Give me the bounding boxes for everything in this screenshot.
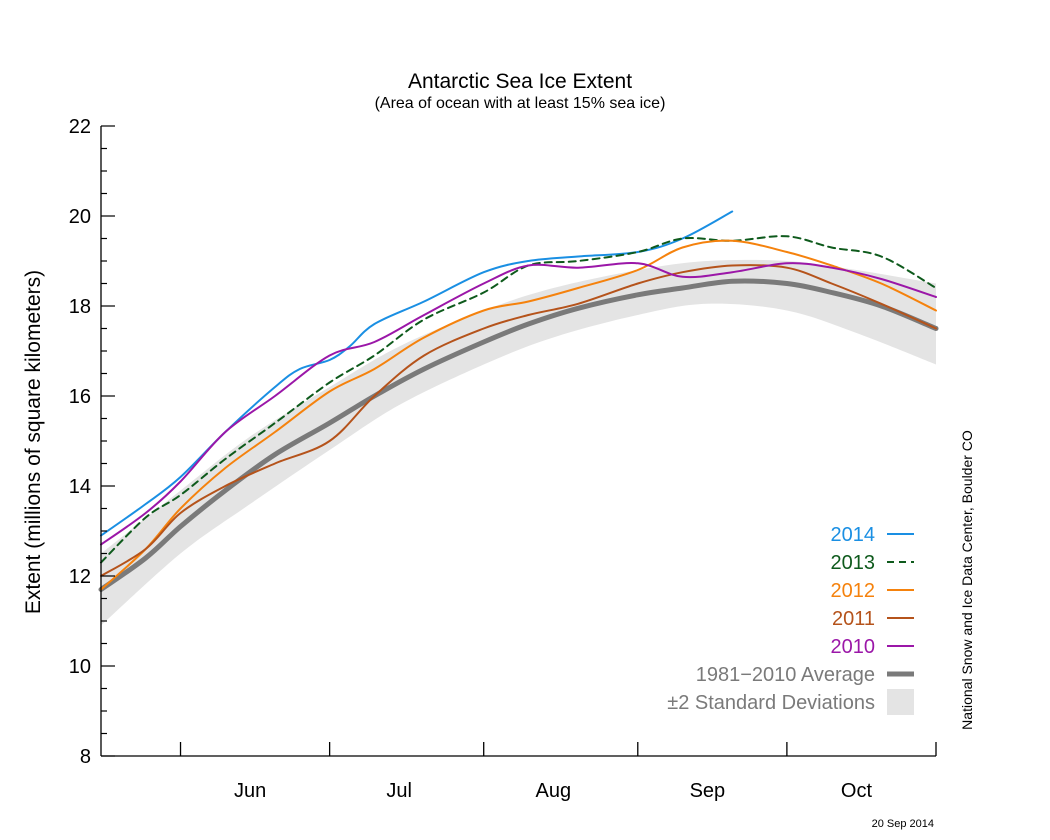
legend-label: ±2 Standard Deviations — [667, 692, 875, 714]
x-tick-label: Sep — [690, 780, 726, 802]
y-tick-label: 12 — [69, 566, 91, 588]
y-tick-label: 16 — [69, 386, 91, 408]
legend-label: 2014 — [831, 524, 876, 546]
std-dev-band — [101, 259, 936, 626]
x-tick-label: Jun — [234, 780, 266, 802]
y-tick-label: 22 — [69, 116, 91, 138]
series-line-2012 — [100, 239, 937, 591]
y-tick-label: 14 — [69, 476, 91, 498]
credit-text: National Snow and Ice Data Center, Bould… — [959, 430, 975, 730]
y-tick-label: 18 — [69, 296, 91, 318]
legend: 2014 2013 2012 2011 2010 1981−2010 Average ±2 … — [667, 524, 914, 715]
series-line-2010 — [100, 262, 937, 546]
series-line-2013 — [100, 235, 937, 564]
legend-label: 2010 — [831, 636, 876, 658]
y-tick-label: 8 — [80, 746, 91, 768]
legend-label: 2013 — [831, 552, 876, 574]
x-tick-label: Aug — [535, 780, 571, 802]
series-layer — [98, 210, 939, 592]
x-tick-label: Oct — [841, 780, 873, 802]
y-tick-label: 20 — [69, 206, 91, 228]
chart-title: Antarctic Sea Ice Extent — [408, 70, 632, 93]
axes-layer: 8 10 12 14 16 18 20 22 Jun Jul Aug Sep Oct — [69, 116, 937, 802]
legend-label: 2012 — [831, 580, 876, 602]
date-stamp: 20 Sep 2014 — [872, 818, 934, 830]
legend-label: 1981−2010 Average — [696, 664, 875, 686]
series-line-2011 — [100, 264, 937, 577]
series-line-1981-2010-average — [98, 278, 939, 592]
chart-subtitle: (Area of ocean with at least 15% sea ice… — [375, 95, 666, 112]
y-axis-label: Extent (millions of square kilometers) — [22, 270, 45, 614]
legend-swatch-band — [887, 689, 914, 715]
legend-label: 2011 — [832, 608, 875, 630]
x-tick-label: Jul — [386, 780, 412, 802]
std-dev-band-layer — [101, 259, 936, 626]
y-tick-label: 10 — [69, 656, 91, 678]
